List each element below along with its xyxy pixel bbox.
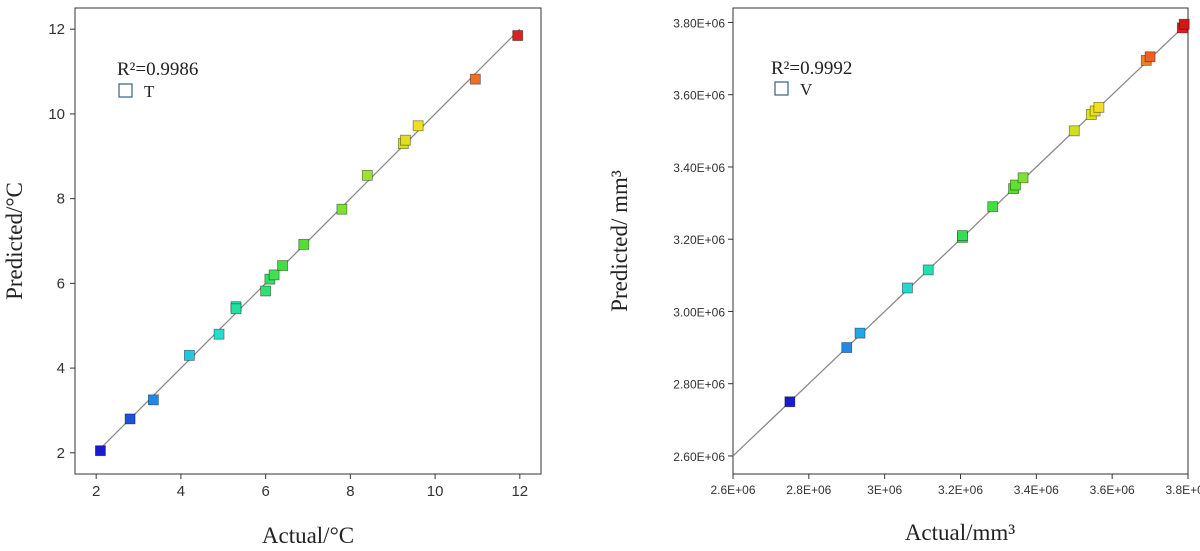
data-point [147, 394, 159, 406]
y-tick-label: 3.80E+06 [673, 16, 725, 30]
data-point [268, 269, 280, 281]
data-point [183, 349, 195, 361]
data-point [1010, 179, 1021, 191]
legend-label: V [800, 80, 813, 99]
data-point [987, 201, 999, 213]
x-tick-label: 2 [92, 483, 100, 500]
y-tick-label: 3.60E+06 [673, 89, 725, 103]
temperature-chart: 2 4 6 8 10 12 2 4 6 8 10 12 R²=0.9986 T Actual/°C P… [2, 7, 542, 548]
y-tick-label: 8 [57, 191, 65, 208]
x-tick-label: 6 [261, 483, 269, 500]
volume-chart: 2.6E+06 2.8E+06 3E+06 3.2E+06 3.4E+06 3.6E+06… [607, 7, 1200, 545]
y-tick-label: 2 [57, 445, 65, 462]
legend-marker [774, 81, 789, 96]
data-point [361, 169, 373, 181]
axis-ticks: 2.6E+06 2.8E+06 3E+06 3.2E+06 3.4E+06 3.6E+06… [673, 16, 1200, 497]
data-point [213, 328, 225, 340]
y-tick-label: 10 [48, 106, 65, 123]
x-tick-label: 2.8E+06 [786, 483, 831, 497]
x-tick-label: 12 [511, 483, 528, 500]
y-tick-label: 12 [48, 21, 65, 38]
data-point [412, 120, 424, 132]
data-point [400, 134, 411, 146]
legend-label: T [144, 82, 155, 101]
r2-annotation: R²=0.9986 [117, 59, 198, 80]
data-point [95, 445, 106, 457]
data-point [1093, 101, 1105, 113]
data-points [95, 30, 524, 457]
data-point [298, 238, 310, 250]
data-point [841, 342, 853, 353]
y-tick-label: 6 [57, 275, 65, 292]
x-tick-label: 10 [427, 483, 444, 500]
x-axis-label: Actual/mm³ [905, 520, 1015, 545]
x-tick-label: 2.6E+06 [710, 483, 755, 497]
y-axis-label: Predicted/ mm³ [607, 170, 632, 312]
data-point [277, 260, 288, 271]
axis-ticks: 2 4 6 8 10 12 2 4 6 8 10 12 [48, 21, 528, 500]
plot-frame [74, 7, 542, 475]
y-tick-label: 3.00E+06 [673, 305, 725, 319]
x-axis-label: Actual/°C [262, 523, 354, 548]
y-tick-label: 2.60E+06 [673, 450, 725, 464]
data-point [1017, 172, 1029, 184]
data-points [784, 18, 1190, 408]
data-point [1144, 51, 1156, 63]
y-tick-label: 3.20E+06 [673, 233, 725, 247]
x-tick-label: 4 [177, 483, 185, 500]
r2-annotation: R²=0.9992 [771, 58, 852, 79]
data-point [784, 396, 796, 408]
data-point [124, 413, 136, 425]
data-point [512, 30, 524, 41]
data-point [469, 73, 481, 85]
data-point [230, 303, 242, 315]
data-point [902, 282, 913, 294]
x-tick-label: 3E+06 [867, 483, 902, 497]
data-point [336, 203, 348, 215]
data-point [854, 327, 866, 339]
x-tick-label: 3.8E+06 [1165, 483, 1200, 497]
legend-marker [118, 83, 133, 98]
data-point [956, 230, 968, 241]
data-point [922, 264, 934, 276]
y-tick-label: 2.80E+06 [673, 378, 725, 392]
x-tick-label: 3.6E+06 [1090, 483, 1135, 497]
data-point [260, 285, 272, 297]
y-tick-label: 3.40E+06 [673, 161, 725, 175]
data-point [1178, 18, 1190, 30]
x-tick-label: 8 [346, 483, 354, 500]
data-point [1068, 125, 1080, 137]
y-axis-label: Predicted/°C [2, 182, 27, 300]
x-tick-label: 3.2E+06 [938, 483, 983, 497]
y-tick-label: 4 [57, 360, 65, 377]
x-tick-label: 3.4E+06 [1014, 483, 1059, 497]
